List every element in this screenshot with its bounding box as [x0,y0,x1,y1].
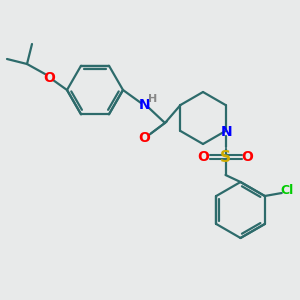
Text: O: O [198,150,209,164]
Text: Cl: Cl [280,184,293,197]
Text: O: O [242,150,254,164]
Text: O: O [138,131,150,145]
Text: S: S [220,149,231,164]
Text: O: O [43,71,55,85]
Text: N: N [221,125,232,139]
Text: N: N [139,98,151,112]
Text: H: H [148,94,158,104]
